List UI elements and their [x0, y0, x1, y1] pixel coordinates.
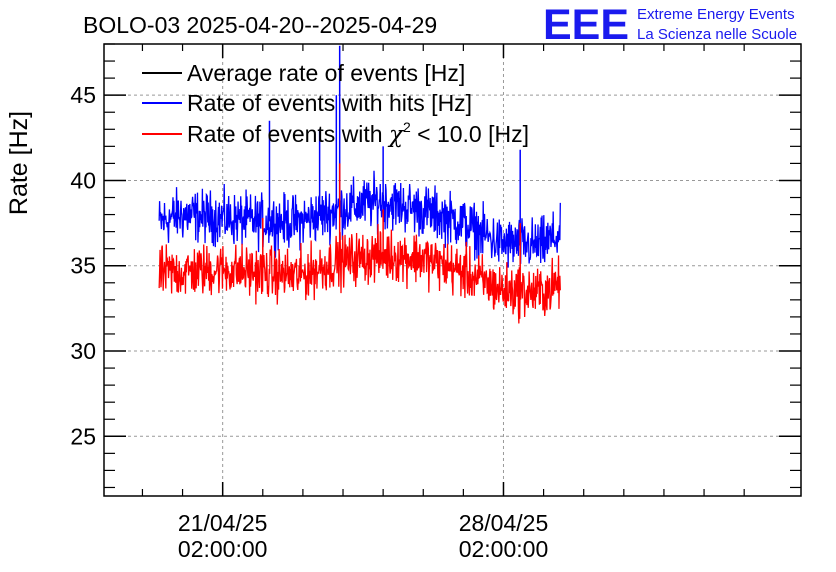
legend-label-chi2: Rate of events with χ2 < 10.0 [Hz] [187, 119, 529, 148]
x-tick-label-date: 28/04/25 [459, 510, 549, 536]
plot-frame [103, 43, 802, 497]
legend-label-average: Average rate of events [Hz] [187, 60, 465, 86]
legend-chi2-symbol: χ [387, 122, 405, 148]
chart-title: BOLO-03 2025-04-20--2025-04-29 [83, 12, 437, 38]
legend-chi2-sup: 2 [403, 119, 411, 135]
series-layer [158, 45, 561, 324]
y-tick-label: 25 [70, 423, 96, 449]
y-tick-label: 30 [70, 338, 96, 364]
axis-ticks [104, 43, 801, 496]
legend-chi2-prefix: Rate of events with [187, 121, 389, 147]
eee-logo: EEE Extreme Energy Events La Scienza nel… [543, 1, 797, 49]
legend: Average rate of events [Hz] Rate of even… [142, 60, 529, 148]
logo-mark: EEE [543, 1, 629, 49]
y-tick-labels: 25 30 35 40 45 [70, 82, 96, 449]
x-tick-label-date: 21/04/25 [178, 510, 268, 536]
y-tick-label: 35 [70, 253, 96, 279]
y-axis-label: Rate [Hz] [5, 111, 33, 215]
legend-chi2-suffix: < 10.0 [Hz] [411, 121, 529, 147]
grid-lines [104, 44, 801, 496]
legend-label-hits: Rate of events with hits [Hz] [187, 90, 472, 116]
x-tick-label-time: 02:00:00 [459, 536, 549, 562]
series-line-2 [158, 223, 561, 324]
series-line-1 [158, 170, 561, 268]
y-tick-label: 45 [70, 82, 96, 108]
logo-line1: Extreme Energy Events [637, 6, 795, 23]
x-tick-label-time: 02:00:00 [178, 536, 268, 562]
logo-line2: La Scienza nelle Scuole [637, 26, 797, 43]
y-tick-label: 40 [70, 167, 96, 193]
